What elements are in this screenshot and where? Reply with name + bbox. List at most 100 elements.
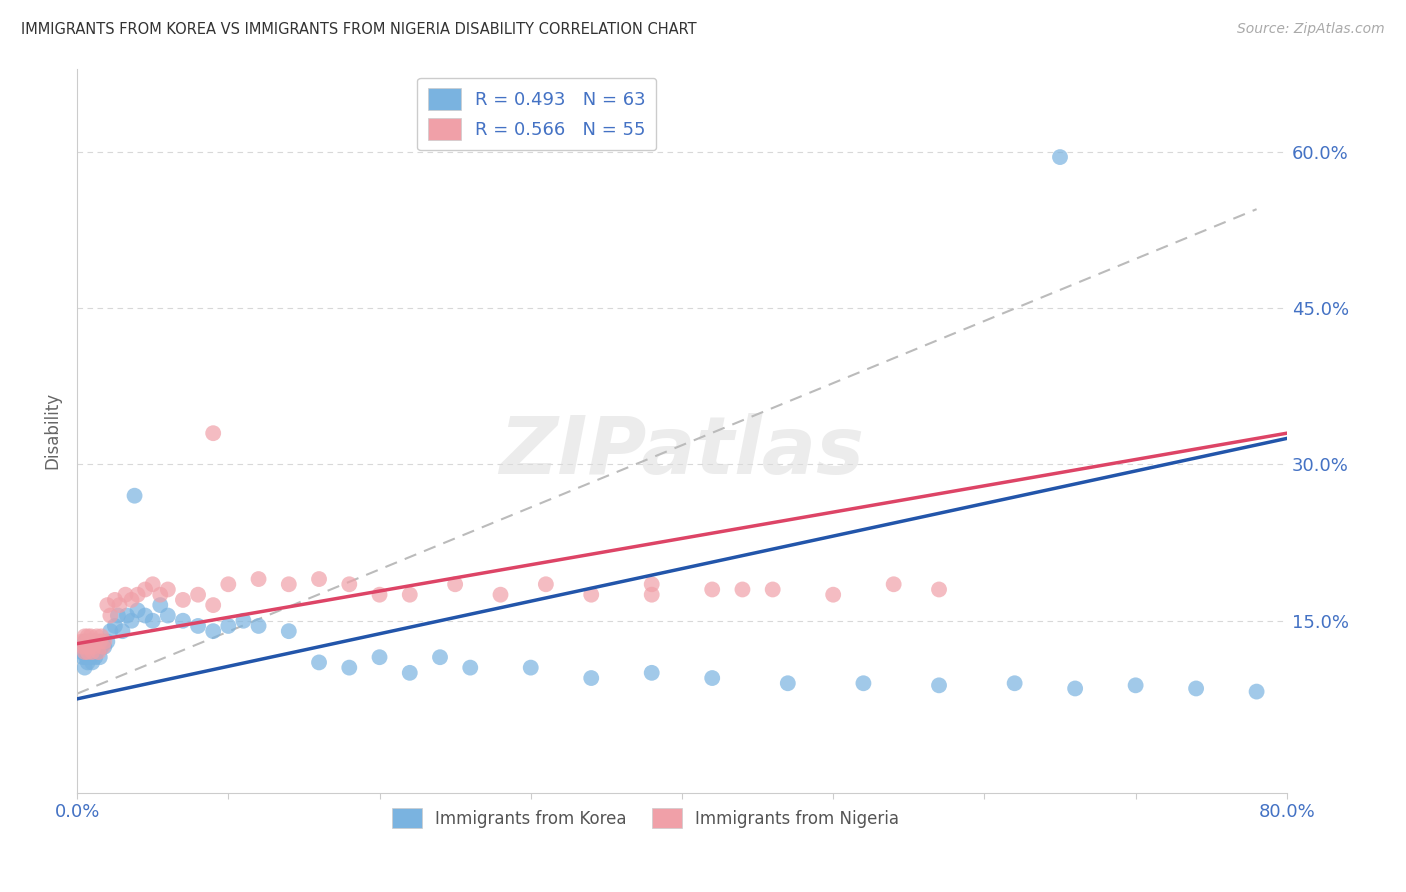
Point	[429, 650, 451, 665]
Point	[928, 678, 950, 692]
Point	[308, 572, 330, 586]
Point	[368, 650, 391, 665]
Text: Source: ZipAtlas.com: Source: ZipAtlas.com	[1237, 22, 1385, 37]
Point	[76, 645, 98, 659]
Point	[124, 489, 146, 503]
Point	[247, 619, 270, 633]
Point	[1064, 681, 1087, 696]
Point	[398, 588, 420, 602]
Point	[96, 598, 118, 612]
Point	[90, 629, 112, 643]
Point	[172, 593, 194, 607]
Point	[77, 645, 100, 659]
Point	[73, 660, 96, 674]
Point	[72, 640, 94, 654]
Point	[1004, 676, 1026, 690]
Point	[127, 603, 149, 617]
Point	[91, 640, 114, 654]
Point	[187, 619, 209, 633]
Point	[149, 598, 172, 612]
Point	[89, 634, 111, 648]
Point	[1049, 150, 1071, 164]
Point	[75, 640, 97, 654]
Point	[308, 656, 330, 670]
Point	[702, 671, 724, 685]
Point	[776, 676, 799, 690]
Point	[82, 634, 104, 648]
Point	[489, 588, 512, 602]
Point	[75, 645, 97, 659]
Point	[581, 588, 603, 602]
Point	[75, 634, 97, 648]
Point	[82, 645, 104, 659]
Point	[104, 593, 127, 607]
Point	[111, 624, 134, 639]
Point	[121, 593, 143, 607]
Point	[70, 645, 93, 659]
Point	[458, 660, 481, 674]
Point	[156, 582, 179, 597]
Point	[86, 629, 108, 643]
Point	[108, 598, 131, 612]
Point	[1125, 678, 1147, 692]
Point	[114, 588, 136, 602]
Point	[72, 650, 94, 665]
Legend: Immigrants from Korea, Immigrants from Nigeria: Immigrants from Korea, Immigrants from N…	[385, 801, 905, 835]
Point	[337, 660, 360, 674]
Point	[80, 640, 103, 654]
Point	[77, 634, 100, 648]
Point	[823, 588, 845, 602]
Point	[398, 665, 420, 680]
Point	[84, 634, 107, 648]
Y-axis label: Disability: Disability	[44, 392, 60, 469]
Point	[98, 624, 121, 639]
Point	[73, 634, 96, 648]
Point	[534, 577, 557, 591]
Point	[89, 634, 111, 648]
Point	[75, 650, 97, 665]
Point	[87, 645, 110, 659]
Point	[87, 640, 110, 654]
Point	[202, 598, 225, 612]
Point	[80, 650, 103, 665]
Point	[149, 588, 172, 602]
Point	[337, 577, 360, 591]
Point	[519, 660, 541, 674]
Point	[142, 614, 165, 628]
Point	[83, 640, 105, 654]
Point	[134, 608, 156, 623]
Point	[368, 588, 391, 602]
Text: ZIPatlas: ZIPatlas	[499, 413, 865, 491]
Point	[134, 582, 156, 597]
Point	[1246, 684, 1268, 698]
Point	[641, 577, 664, 591]
Point	[127, 588, 149, 602]
Point	[156, 608, 179, 623]
Point	[1185, 681, 1208, 696]
Point	[883, 577, 905, 591]
Point	[90, 640, 112, 654]
Point	[928, 582, 950, 597]
Point	[76, 656, 98, 670]
Point	[641, 588, 664, 602]
Point	[80, 629, 103, 643]
Point	[82, 656, 104, 670]
Point	[84, 634, 107, 648]
Point	[82, 645, 104, 659]
Point	[86, 645, 108, 659]
Point	[84, 650, 107, 665]
Point	[104, 619, 127, 633]
Point	[444, 577, 467, 591]
Point	[70, 634, 93, 648]
Point	[115, 608, 138, 623]
Point	[76, 640, 98, 654]
Point	[217, 619, 239, 633]
Point	[277, 577, 299, 591]
Point	[96, 634, 118, 648]
Point	[202, 624, 225, 639]
Point	[89, 650, 111, 665]
Point	[217, 577, 239, 591]
Point	[77, 634, 100, 648]
Point	[277, 624, 299, 639]
Point	[73, 645, 96, 659]
